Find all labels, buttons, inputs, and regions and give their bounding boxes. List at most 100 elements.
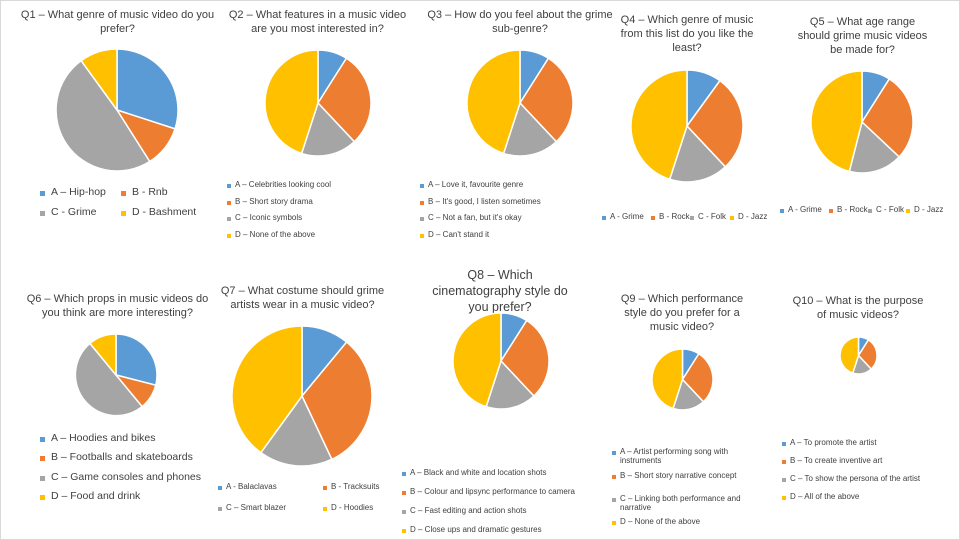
legend-label: B - Rock <box>837 205 868 214</box>
legend-item: C - Grime <box>40 206 97 218</box>
legend-label: B – Colour and lipsync performance to ca… <box>410 487 575 496</box>
legend-swatch <box>780 209 784 213</box>
pie-slice-d <box>88 333 117 378</box>
legend-swatch <box>402 529 406 533</box>
legend-item: D - Jazz <box>730 212 767 221</box>
chart-title: Q6 – Which props in music videos do you … <box>26 293 209 319</box>
pie-chart <box>231 325 373 467</box>
chart-title: Q8 – Which cinematography style do you p… <box>432 268 568 314</box>
pie-slice-b <box>857 338 878 371</box>
legend-swatch <box>218 486 222 490</box>
pie-slice-b <box>500 319 550 398</box>
legend-label: D - Bashment <box>132 206 197 218</box>
pie-slice-c <box>502 101 558 157</box>
legend-item: A - Grime <box>602 212 644 221</box>
legend-label: B - Tracksuits <box>331 482 380 491</box>
legend-swatch <box>402 510 406 514</box>
pie-slice-c <box>485 359 535 410</box>
pie-slice-b <box>681 352 714 403</box>
legend-swatch <box>782 460 786 464</box>
legend-swatch <box>121 211 126 216</box>
legend-item: C – Smart blazer <box>218 503 286 512</box>
legend-swatch <box>420 201 424 205</box>
legend-item: A - Balaclavas <box>218 482 277 491</box>
legend-swatch <box>868 209 872 213</box>
legend-label: C – Not a fan, but it's okay <box>428 213 522 222</box>
legend-label: B – Short story narrative concept <box>620 471 737 480</box>
legend-item: D – None of the above <box>227 230 315 239</box>
legend-item: C – Fast editing and action shots <box>402 506 527 515</box>
legend-label: A - Grime <box>788 205 822 214</box>
legend-item: B – To create inventive art <box>782 456 882 465</box>
legend-label: C – Smart blazer <box>226 503 287 512</box>
legend-swatch <box>420 184 424 188</box>
legend-item: A - Grime <box>780 205 822 214</box>
chart-title: Q3 – How do you feel about the grime sub… <box>427 9 613 35</box>
legend-label: D – Close ups and dramatic gestures <box>410 525 542 534</box>
legend-swatch <box>402 491 406 495</box>
legend-swatch <box>906 209 910 213</box>
legend-swatch <box>612 498 616 502</box>
legend-label: A – Hoodies and bikes <box>51 432 156 444</box>
pie-slice-b <box>686 79 744 168</box>
pie-slice-d <box>466 49 521 155</box>
legend-swatch <box>730 216 734 220</box>
legend-item: B – Short story drama <box>227 197 313 206</box>
legend-swatch <box>829 209 833 213</box>
chart-title: Q7 – What costume should grime artists w… <box>220 285 385 311</box>
legend-item: D - Bashment <box>121 206 196 218</box>
legend-swatch <box>612 451 616 455</box>
legend-item: A – Hoodies and bikes <box>40 432 156 444</box>
legend-item: D – Food and drink <box>40 490 140 502</box>
chart-title: Q2 – What features in a music video are … <box>228 9 407 35</box>
pie-slice-a <box>116 48 179 130</box>
legend-swatch <box>227 217 231 221</box>
legend-label: A – Hip-hop <box>51 186 106 198</box>
legend-label: D – None of the above <box>620 517 701 526</box>
pie-slice-c <box>259 394 333 467</box>
pie-chart <box>466 49 574 157</box>
legend-label: A – Love it, favourite genre <box>428 180 524 189</box>
legend-item: A – Love it, favourite genre <box>420 180 523 189</box>
legend-item: C – Linking both performance and narrati… <box>612 494 762 512</box>
legend-label: D – None of the above <box>235 230 316 239</box>
legend-item: D – Can't stand it <box>420 230 489 239</box>
legend-swatch <box>612 521 616 525</box>
legend-label: B - Rnb <box>132 186 168 198</box>
legend-item: B - Tracksuits <box>323 482 379 491</box>
pie-slice-d <box>651 348 684 410</box>
legend-item: D - Jazz <box>906 205 943 214</box>
pie-slice-d <box>264 49 319 155</box>
legend-swatch <box>40 456 45 461</box>
pie-chart <box>651 348 714 411</box>
legend-item: B – It's good, I listen sometimes <box>420 197 541 206</box>
legend-label: B – It's good, I listen sometimes <box>428 197 541 206</box>
legend-swatch <box>782 496 786 500</box>
legend-label: C – Game consoles and phones <box>51 471 202 483</box>
legend-item: A – Hip-hop <box>40 186 106 198</box>
legend-label: C – Iconic symbols <box>235 213 303 222</box>
legend-item: C – Iconic symbols <box>227 213 302 222</box>
legend-swatch <box>227 234 231 238</box>
pie-slice-d <box>80 48 118 113</box>
legend-label: D – Can't stand it <box>428 230 490 239</box>
legend-item: A – Artist performing song with instrume… <box>612 447 762 465</box>
legend-label: D – All of the above <box>790 492 860 501</box>
pie-slice-c <box>74 342 144 417</box>
legend-swatch <box>121 191 126 196</box>
chart-title: Q9 – Which performance style do you pref… <box>620 293 744 333</box>
legend-item: D – None of the above <box>612 517 762 526</box>
legend-item: B – Footballs and skateboards <box>40 451 193 463</box>
pie-chart <box>452 312 550 410</box>
pie-slice-a <box>115 333 158 387</box>
pie-slice-b <box>861 77 914 158</box>
legend-swatch <box>40 191 45 196</box>
pie-chart <box>55 48 179 172</box>
legend-swatch <box>227 184 231 188</box>
pie-slice-d <box>630 69 688 181</box>
legend-item: A – Black and white and location shots <box>402 468 547 477</box>
legend-swatch <box>40 437 45 442</box>
legend-label: C – Fast editing and action shots <box>410 506 527 515</box>
legend-label: D – Food and drink <box>51 490 141 502</box>
pie-slice-c <box>300 101 356 157</box>
